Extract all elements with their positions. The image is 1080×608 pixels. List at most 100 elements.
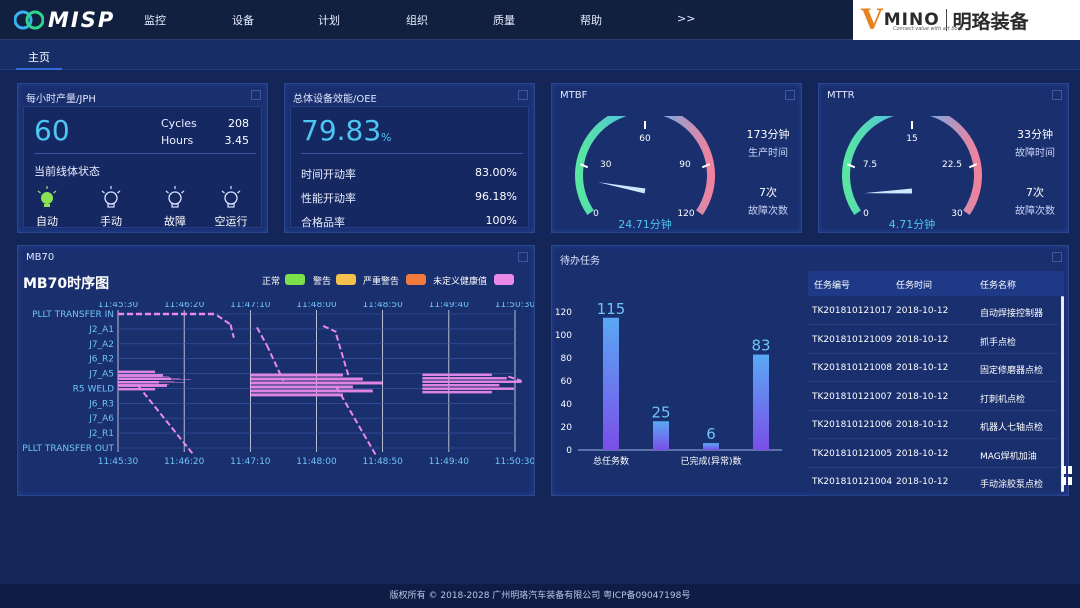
grid-toggle-icon[interactable]: [1062, 466, 1072, 486]
oee-row-value: 100%: [485, 214, 517, 227]
table-cell: 2018-10-12: [896, 477, 949, 487]
mtbf-stat1-value: 173分钟: [746, 128, 790, 141]
task-bar: [603, 317, 619, 450]
timeline-block: [250, 381, 383, 385]
brand-cn: 明珞装备: [952, 10, 1029, 33]
table-cell: 固定修磨器点检: [980, 366, 1044, 376]
bar-value-label: 6: [706, 425, 716, 443]
table-cell: 2018-10-12: [896, 391, 949, 402]
x-tick-label: 11:45:30: [98, 457, 139, 467]
brand-logo: V MINO Connect value with art boot 明珞装备: [853, 0, 1080, 40]
y-tick-label: 40: [561, 400, 573, 410]
tab-home[interactable]: 主页: [16, 40, 62, 70]
timeline-event: [335, 386, 377, 456]
panel-title: MTBF: [560, 90, 588, 101]
hours-label: Hours: [161, 134, 194, 147]
state-fault-label: 故障: [164, 215, 186, 228]
gauge-tick-label: 90: [679, 160, 691, 170]
y-tick-label: 120: [555, 308, 572, 318]
bulb-fault-icon: [165, 186, 185, 208]
nav-more[interactable]: >>: [677, 12, 696, 25]
legend-swatch-warning: [336, 274, 356, 285]
x-tick-label: 11:46:20: [164, 457, 205, 467]
nav-monitor[interactable]: 监控: [144, 14, 166, 27]
state-manual-label: 手动: [100, 215, 122, 228]
logo-mark-icon: [14, 10, 44, 30]
expand-icon[interactable]: [518, 252, 528, 262]
x-tick-label: 11:46:20: [164, 302, 205, 310]
x-tick-label: 11:48:50: [362, 457, 403, 467]
nav-organization[interactable]: 组织: [406, 14, 428, 27]
panel-title: MTTR: [827, 90, 855, 101]
table-cell: 2018-10-12: [896, 448, 949, 459]
nav-plan[interactable]: 计划: [318, 14, 340, 27]
nav-quality[interactable]: 质量: [493, 14, 515, 27]
gauge-tick-label: 15: [906, 134, 917, 144]
panel-title: MB70: [26, 252, 55, 263]
x-tick-label: 11:47:10: [230, 302, 271, 310]
mttr-stat1-label: 故障时间: [1015, 148, 1055, 159]
panel-title: 总体设备效能/OEE: [293, 94, 377, 105]
nav-equipment[interactable]: 设备: [232, 14, 254, 27]
expand-icon[interactable]: [1052, 90, 1062, 100]
mttr-gauge: 7.5 15 22.5 0 30 4.71分钟: [842, 116, 982, 231]
timeline-block: [118, 387, 156, 391]
mtbf-stat2-value: 7次: [759, 186, 777, 199]
nav-help[interactable]: 帮助: [580, 14, 602, 27]
cycles-label: Cycles: [161, 117, 197, 130]
line-status-title: 当前线体状态: [34, 165, 100, 178]
table-row[interactable]: TK201810121009 2018-10-12 抓手点检: [808, 326, 1058, 354]
y-tick-label: 80: [561, 354, 573, 364]
x-tick-label: 11:48:50: [362, 302, 403, 310]
gauge-tick-label: 7.5: [863, 160, 877, 170]
logo[interactable]: MISP: [14, 8, 115, 32]
mttr-panel: MTTR 7.5 15 22.5 0 30 4.71分钟 33分钟 故障时间 7…: [818, 83, 1069, 233]
timeline-block: [250, 377, 363, 381]
state-auto-label: 自动: [36, 215, 58, 228]
table-row[interactable]: TK201810121006 2018-10-12 机器人七轴点检: [808, 411, 1058, 439]
gauge-tick-label: 0: [863, 209, 869, 219]
expand-icon[interactable]: [1052, 252, 1062, 262]
y-category-label: J2_R1: [88, 429, 114, 439]
expand-icon[interactable]: [518, 90, 528, 100]
oee-row-label: 时间开动率: [301, 168, 356, 181]
task-table-header: 任务编号 任务时间 任务名称: [808, 271, 1064, 296]
table-cell: 抓手点检: [980, 337, 1017, 348]
table-scrollbar[interactable]: [1061, 296, 1064, 492]
y-category-label: J7_A2: [88, 340, 114, 350]
table-cell: TK201810121008: [812, 363, 893, 373]
timeline-event: [137, 384, 195, 457]
y-category-label: PLLT TRANSFER IN: [32, 310, 114, 320]
jph-body: 60 Cycles 208 Hours 3.45 当前线体状态: [23, 106, 262, 228]
gauge-tick-label: 30: [600, 160, 612, 170]
x-tick-label: 11:47:10: [230, 457, 271, 467]
legend-swatch-severe: [406, 274, 426, 285]
table-row[interactable]: TK201810121017 2018-10-12 自动焊接控制器: [808, 297, 1058, 325]
table-row[interactable]: TK201810121004 2018-10-12 手动涂胶泵点检: [808, 468, 1058, 496]
task-bar: [753, 354, 769, 450]
table-row[interactable]: TK201810121007 2018-10-12 打刺机点检: [808, 383, 1058, 411]
table-row[interactable]: TK201810121008 2018-10-12 固定修磨器点检: [808, 354, 1058, 382]
timeline-block: [422, 373, 492, 377]
gauge-tick-label: 30: [951, 209, 963, 219]
mtbf-gauge: 30 60 90 0 120 24.71分钟: [575, 116, 715, 231]
y-category-label: PLLT TRANSFER OUT: [22, 444, 114, 454]
y-tick-label: 100: [555, 331, 572, 341]
expand-icon[interactable]: [251, 90, 261, 100]
timeline-block: [118, 384, 167, 387]
gauge-readout: 4.71分钟: [889, 217, 936, 231]
mttr-stat1-value: 33分钟: [1017, 128, 1053, 141]
timeline-block: [250, 393, 343, 397]
timeline-block: [422, 383, 500, 387]
y-tick-label: 60: [561, 377, 573, 387]
brand-name: MINO: [883, 10, 940, 30]
x-tick-label: 11:45:30: [98, 302, 139, 310]
table-cell: TK201810121007: [812, 391, 893, 402]
bulb-dry-run-icon: [221, 186, 241, 208]
timeline-event: [508, 375, 522, 382]
legend-label: 未定义健康值: [433, 277, 488, 287]
table-row[interactable]: TK201810121005 2018-10-12 MAG焊机加油: [808, 440, 1058, 468]
expand-icon[interactable]: [785, 90, 795, 100]
timeline-block: [250, 385, 353, 389]
gauge-needle: [597, 182, 646, 194]
